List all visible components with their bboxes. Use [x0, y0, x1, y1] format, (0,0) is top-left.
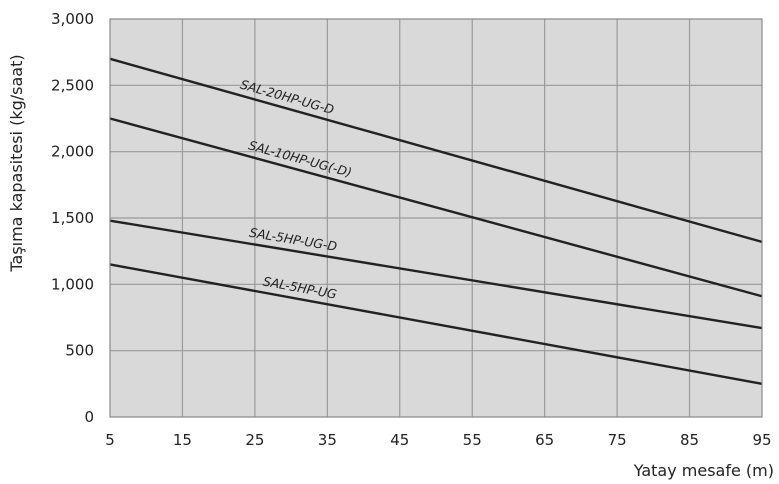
y-tick-labels: 0 500 1,000 1,500 2,000 2,500 3,000	[51, 10, 94, 426]
series-line	[109, 219, 763, 330]
x-axis-title: Yatay mesafe (m)	[633, 461, 774, 480]
x-tick-label: 65	[535, 431, 554, 449]
plot-frame	[109, 18, 763, 418]
x-tick-label: 15	[173, 431, 192, 449]
y-axis-title: Taşıma kapasitesi (kg/saat)	[7, 54, 26, 272]
x-tick-labels: 5 15 25 35 45 55 65 75 85 95	[105, 431, 771, 449]
series-line	[109, 57, 763, 244]
x-tick-label: 85	[680, 431, 699, 449]
y-tick-label: 500	[65, 342, 94, 360]
y-tick-label: 1,500	[51, 209, 94, 227]
series-line	[109, 263, 763, 386]
x-tick-label: 45	[390, 431, 409, 449]
x-tick-label: 75	[608, 431, 627, 449]
x-tick-label: 5	[105, 431, 115, 449]
y-tick-label: 1,000	[51, 275, 94, 293]
series-line	[109, 117, 763, 298]
x-tick-label: 55	[463, 431, 482, 449]
y-tick-label: 0	[84, 408, 94, 426]
x-tick-label: 25	[245, 431, 264, 449]
y-tick-label: 2,500	[51, 76, 94, 94]
y-tick-label: 2,000	[51, 143, 94, 161]
x-tick-label: 35	[318, 431, 337, 449]
y-tick-label: 3,000	[51, 10, 94, 28]
x-tick-label: 95	[752, 431, 771, 449]
series-lines	[109, 57, 763, 386]
